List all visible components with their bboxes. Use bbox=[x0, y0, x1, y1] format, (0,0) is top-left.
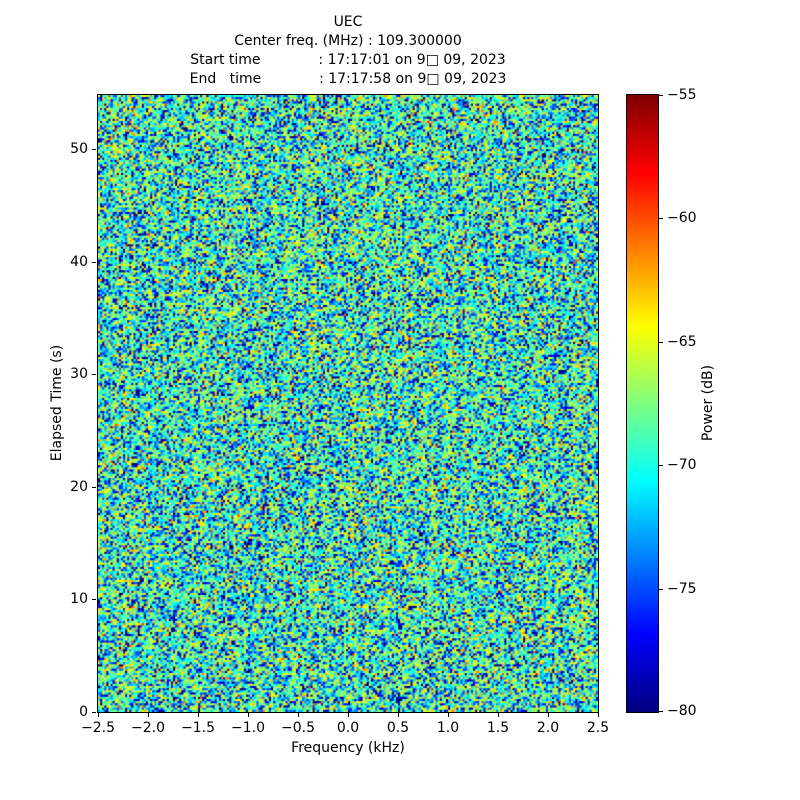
colorbar-tick-mark bbox=[659, 465, 663, 466]
x-tick-label: 1.5 bbox=[486, 720, 510, 736]
figure-header-line: UEC bbox=[333, 14, 363, 30]
x-tick-mark bbox=[498, 713, 499, 717]
y-tick-label: 10 bbox=[70, 591, 88, 607]
y-tick-mark bbox=[92, 149, 96, 150]
x-tick-label: 1.0 bbox=[436, 720, 460, 736]
x-tick-label: 0.0 bbox=[336, 720, 360, 736]
x-tick-label: 2.0 bbox=[536, 720, 560, 736]
colorbar-tick-label: −80 bbox=[667, 703, 697, 719]
colorbar-tick-mark bbox=[659, 95, 663, 96]
colorbar bbox=[626, 94, 659, 713]
x-tick-mark bbox=[298, 713, 299, 717]
colorbar-tick-mark bbox=[659, 711, 663, 712]
x-tick-mark bbox=[448, 713, 449, 717]
x-tick-label: −1.0 bbox=[231, 720, 265, 736]
colorbar-tick-label: −60 bbox=[667, 210, 697, 226]
figure-header-line: Center freq. (MHz) : 109.300000 bbox=[234, 33, 462, 49]
x-tick-label: 0.5 bbox=[386, 720, 410, 736]
colorbar-tick-mark bbox=[659, 342, 663, 343]
figure-header: UEC Center freq. (MHz) : 109.300000 Start … bbox=[98, 13, 598, 89]
y-tick-mark bbox=[92, 599, 96, 600]
y-tick-mark bbox=[92, 374, 96, 375]
x-tick-label: −2.5 bbox=[81, 720, 115, 736]
x-tick-label: −2.0 bbox=[131, 720, 165, 736]
x-tick-mark bbox=[348, 713, 349, 717]
y-tick-label: 20 bbox=[70, 479, 88, 495]
plot-area bbox=[97, 94, 599, 713]
x-tick-label: −0.5 bbox=[281, 720, 315, 736]
y-tick-label: 50 bbox=[70, 141, 88, 157]
colorbar-tick-mark bbox=[659, 218, 663, 219]
colorbar-tick-label: −75 bbox=[667, 581, 697, 597]
x-tick-mark bbox=[598, 713, 599, 717]
y-tick-mark bbox=[92, 262, 96, 263]
x-axis-label: Frequency (kHz) bbox=[291, 740, 405, 756]
x-tick-mark bbox=[198, 713, 199, 717]
y-axis-label: Elapsed Time (s) bbox=[49, 344, 65, 462]
y-tick-label: 30 bbox=[70, 366, 88, 382]
x-tick-mark bbox=[398, 713, 399, 717]
y-tick-mark bbox=[92, 487, 96, 488]
figure-header-line: End time : 17:17:58 on 9□ 09, 2023 bbox=[189, 71, 507, 87]
y-tick-label: 0 bbox=[79, 704, 88, 720]
x-tick-mark bbox=[548, 713, 549, 717]
colorbar-tick-mark bbox=[659, 589, 663, 590]
colorbar-tick-label: −65 bbox=[667, 334, 697, 350]
figure-header-line: Start time : 17:17:01 on 9□ 09, 2023 bbox=[190, 52, 506, 68]
colorbar-label: Power (dB) bbox=[700, 364, 716, 442]
y-tick-mark bbox=[92, 712, 96, 713]
y-tick-label: 40 bbox=[70, 254, 88, 270]
colorbar-gradient bbox=[627, 95, 658, 712]
spectrogram-heatmap bbox=[98, 95, 598, 712]
x-tick-mark bbox=[148, 713, 149, 717]
x-tick-mark bbox=[98, 713, 99, 717]
x-tick-mark bbox=[248, 713, 249, 717]
colorbar-tick-label: −70 bbox=[667, 457, 697, 473]
colorbar-tick-label: −55 bbox=[667, 87, 697, 103]
x-tick-label: −1.5 bbox=[181, 720, 215, 736]
x-tick-label: 2.5 bbox=[586, 720, 610, 736]
